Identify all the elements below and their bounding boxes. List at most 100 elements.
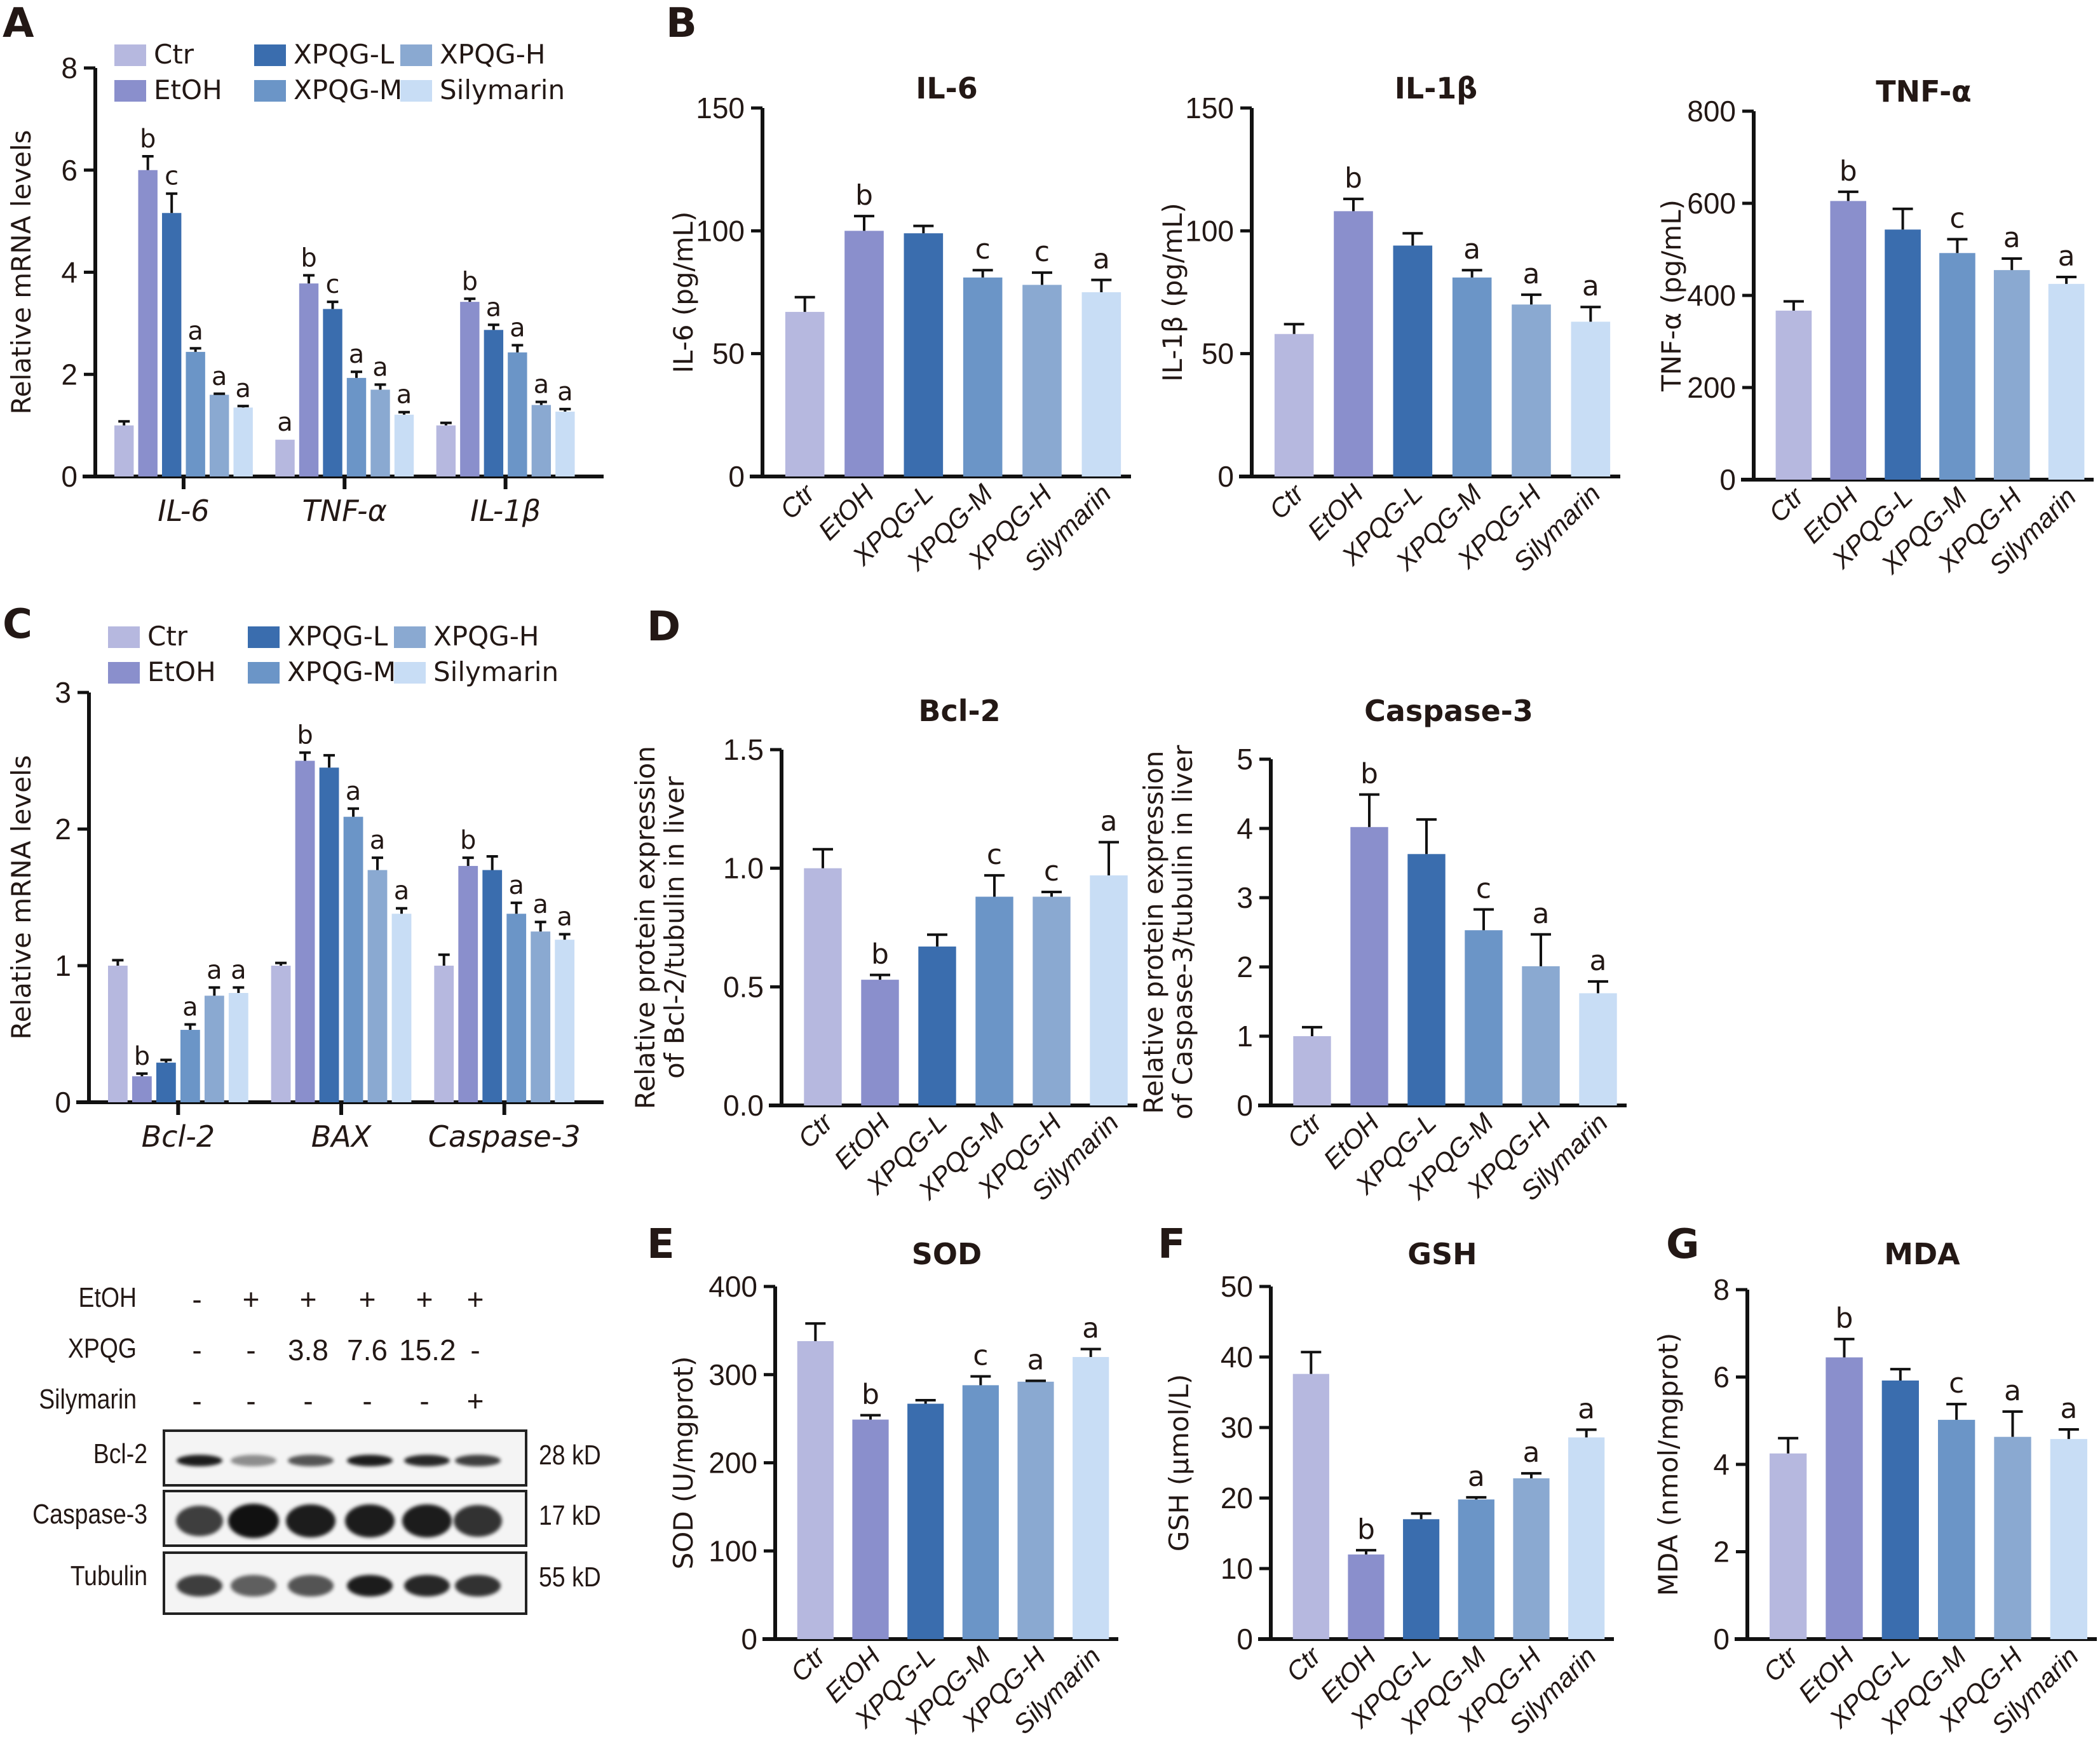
y-axis-label: IL-1β (pg/mL) [1157,203,1188,382]
significance-letter: a [1101,806,1118,838]
protein-band [455,1455,501,1466]
bar-xpqg-l [918,946,956,1105]
chart-title: Caspase-3 [1364,694,1533,728]
y-tick-label: 5 [1236,743,1253,776]
legend-swatch-2 [248,626,280,648]
y-tick-label: 0 [1719,463,1736,496]
y-tick-label: 3 [55,676,71,709]
y-tick-label: 0 [55,1086,71,1119]
legend-label: XPQG-M [287,656,396,687]
band-label: Caspase-3 [32,1499,147,1530]
y-tick-label: 6 [61,154,78,187]
legend-label: Ctr [154,39,194,70]
bar-xpqg-h [531,405,552,476]
y-tick-label: 4 [61,256,78,289]
y-axis-label-group: IL-1β (pg/mL) [1157,203,1188,382]
significance-letter: b [1839,155,1857,187]
significance-letter: a [1578,1393,1595,1425]
bar-xpqg-l [323,309,342,476]
y-tick-label: 30 [1221,1411,1253,1444]
condition-value: + [466,1283,484,1316]
y-tick-label: 0 [1713,1623,1730,1656]
y-tick-label: 600 [1687,187,1736,220]
y-tick-label: 100 [708,1534,757,1567]
panel-letter-c: C [3,601,32,648]
chart-a-mrna-inflammatory: 0 2 4 6 8 Relative mRNA levels Ctr EtOH XPQG-L XP… [6,39,604,528]
protein-band [404,1455,450,1466]
bar-etoh [295,760,315,1102]
x-tick-label-group: Ctr [1280,1640,1327,1687]
y-tick-label: 4 [1713,1448,1730,1481]
y-axis-label: Relative mRNA levels [6,130,37,414]
bar-xpqg-l [1407,854,1446,1105]
protein-band [176,1505,223,1537]
blot-membrane-bcl-2 [163,1429,527,1487]
condition-value: - [303,1384,313,1417]
bar-silymarin [2048,283,2085,480]
condition-label: Silymarin [39,1384,137,1415]
y-tick-label: 50 [712,337,745,370]
chart-d-caspase3-protein: Caspase-3 0 1 2 3 4 5 Relative protein expressi… [1138,694,1627,1206]
significance-letter: a [372,353,388,382]
bar-xpqg-l [1403,1519,1440,1639]
bar-ctr [1775,310,1812,480]
molecular-weight-label: 28 kD [539,1440,601,1471]
category-label: BAX [311,1119,372,1154]
significance-letter: a [1468,1461,1485,1493]
y-tick-label: 0 [61,460,78,493]
bar-xpqg-h [204,996,224,1102]
y-tick-label: 0.5 [723,970,764,1003]
y-tick-label: 1 [1236,1020,1253,1053]
panel-letter-a: A [3,0,34,47]
significance-letter: a [534,370,550,400]
condition-value: - [362,1384,372,1417]
panel-letter-d: D [647,604,681,651]
legend-swatch-5 [400,80,432,102]
y-axis-label-line2: of Caspase-3/tubulin in liver [1167,745,1198,1119]
y-tick-label: 400 [708,1270,757,1303]
bar-xpqg-h [1993,270,2030,480]
y-axis-label-group: MDA (nmol/mgprot) [1653,1333,1684,1596]
bar-xpqg-m [975,896,1013,1105]
condition-value: + [242,1283,260,1316]
significance-letter: b [862,1379,879,1411]
significance-letter: a [486,293,502,322]
x-tick-label: Ctr [1758,1640,1805,1687]
bar-silymarin [1073,1357,1109,1639]
protein-band [231,1455,276,1466]
y-axis-label: IL-6 (pg/mL) [668,212,699,374]
bar-xpqg-m [962,1385,999,1639]
legend-swatch-3 [248,662,280,684]
y-tick-label: 400 [1687,279,1736,312]
bar-xpqg-h [531,931,551,1102]
bar-xpqg-m [963,277,1003,476]
significance-letter: c [975,233,991,266]
bar-xpqg-l [1881,1381,1919,1639]
y-tick-label: 40 [1221,1340,1253,1374]
significance-letter: a [394,877,410,906]
bar-ctr [114,425,134,476]
y-tick-label: 10 [1221,1552,1253,1585]
bar-etoh [1350,827,1388,1105]
x-tick-label: Ctr [774,478,821,525]
significance-letter: a [2003,222,2021,254]
bar-ctr [804,868,842,1105]
bar-ctr [275,440,295,476]
condition-value: - [246,1334,256,1367]
protein-band [404,1575,450,1597]
bar-etoh [132,1076,152,1102]
bar-ctr [108,966,128,1102]
bar-ctr [1292,1374,1329,1639]
bar-ctr [1293,1036,1331,1105]
blot-membrane-caspase-3 [163,1490,527,1547]
panel-letter-e: E [647,1221,675,1268]
y-tick-label: 50 [1221,1270,1253,1303]
significance-letter: b [301,243,316,273]
bar-xpqg-h [1513,1478,1550,1639]
condition-value: + [299,1283,317,1316]
legend-swatch-1 [108,662,140,684]
molecular-weight-label: 17 kD [539,1500,601,1531]
legend-label: XPQG-H [433,621,539,652]
bar-silymarin [555,940,575,1102]
y-axis-label-line2: of Bcl-2/tubulin in liver [659,776,690,1079]
